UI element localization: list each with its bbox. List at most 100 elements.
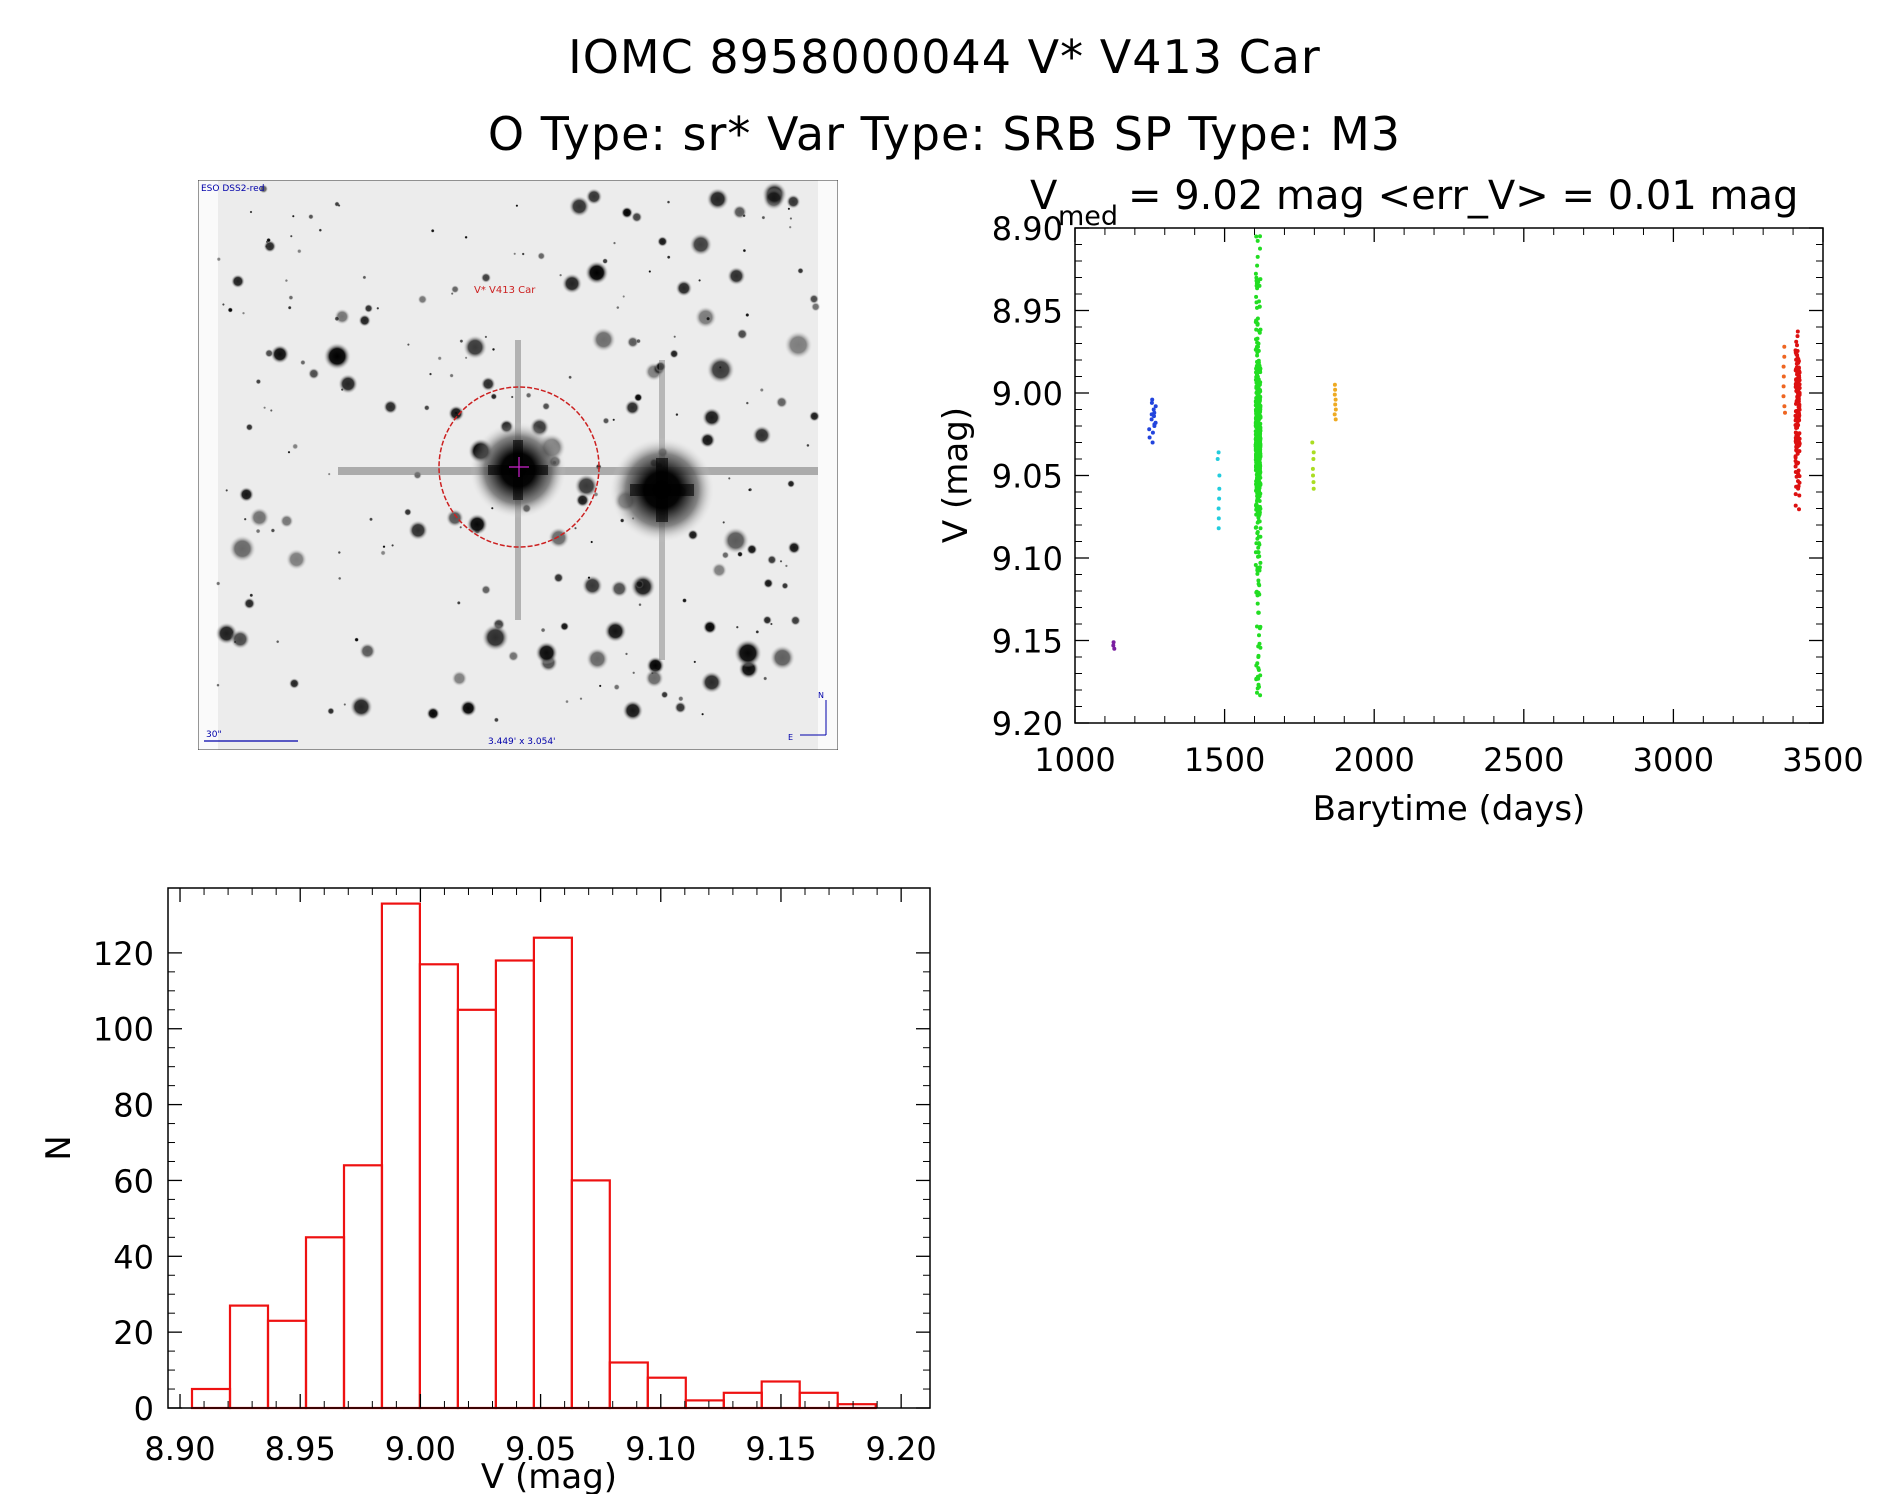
lc-point [1111,640,1116,645]
sky-star [228,534,257,563]
sky-star [655,360,667,373]
lc-point [1254,281,1259,286]
sky-star [515,204,519,208]
lc-point [1258,246,1262,251]
sky-star [437,356,442,361]
lc-point [1254,446,1259,450]
lc-title-v: V [1030,173,1058,219]
sky-star [450,292,454,296]
lc-point [1782,404,1787,409]
sky-star [445,508,465,528]
lc-point [1258,277,1263,282]
lc-point [1258,560,1263,565]
hist-x-tick-label: 9.20 [866,1430,937,1468]
sky-star [428,372,433,376]
lc-point [1215,457,1220,461]
lc-point [1782,354,1787,359]
sky-star [699,432,716,449]
sky-star [307,367,320,380]
lc-point [1255,571,1260,576]
sky-star [762,615,773,625]
sky-star [747,488,752,492]
sky-star [657,236,668,247]
sky-star [666,200,671,204]
sky-star [781,582,789,590]
histogram-bar [494,959,535,1410]
sky-star [238,486,255,503]
lc-point [1795,329,1800,334]
lc-point [1253,442,1258,447]
sky-star [364,303,374,313]
sky-star [624,399,641,416]
lc-point [1257,583,1262,588]
sky-star [581,574,604,597]
sky-star [484,335,488,339]
sky-star [559,621,570,632]
lc-point [1310,466,1315,471]
sky-star [706,187,730,211]
sky-star [784,564,789,568]
sky-star [227,307,234,313]
sky-star [677,695,684,702]
lc-point [1781,374,1786,379]
histogram-bar [190,1387,232,1410]
sky-star [255,528,261,534]
histogram-bar [722,1391,763,1410]
lc-point [1112,646,1117,651]
lc-x-tick-label: 2000 [1333,741,1414,779]
lc-point [1256,487,1261,492]
lc-point [1793,455,1798,460]
sky-star [735,625,739,629]
lc-x-tick-label: 2500 [1483,741,1564,779]
sky-star [230,629,251,650]
hist-x-tick-label: 9.05 [505,1430,576,1468]
sky-star [587,576,591,580]
lc-point [1256,541,1261,546]
sky-star [462,335,488,360]
lc-point [1255,392,1260,397]
sky-star [337,576,342,581]
sky-star [430,228,435,233]
lc-point [1253,563,1258,567]
sky-star [626,335,639,349]
lc-point [1256,653,1261,658]
lc-point [1216,506,1221,511]
sky-star [584,260,609,285]
sky-star [245,423,254,432]
lc-point [1256,545,1261,550]
sky-star [648,270,652,273]
sky-star [585,188,603,206]
sky-star [480,584,492,595]
sky-star [216,683,220,687]
lc-point [1217,496,1222,501]
histogram-bar [342,1164,384,1410]
sky-star [700,671,723,694]
compass-east-label: E [788,733,793,742]
lc-x-tick-label: 1500 [1184,741,1265,779]
sky-star [565,699,569,704]
sky-star [459,525,463,529]
sky-star [296,248,302,254]
sky-star [702,619,718,635]
hist-x-tick-label: 9.10 [625,1430,696,1468]
sky-star [266,237,272,243]
lc-point [1255,254,1260,259]
sky-star [451,670,468,687]
lc-point [1257,438,1262,443]
sky-star [745,401,749,405]
compass-north-label: N [818,691,824,700]
lc-point [1793,464,1798,469]
sky-star [585,647,609,671]
lc-point [1256,578,1261,583]
fov-label: 3.449' x 3.054' [488,737,556,747]
lc-point [1797,440,1802,445]
sky-star [327,707,335,715]
hist-y-tick-label: 60 [113,1162,154,1200]
sky-star [507,650,520,662]
sky-star [598,684,602,688]
sky-star [481,623,510,652]
sky-star [243,517,247,521]
sky-star [287,450,291,454]
sky-star [480,272,492,283]
lc-point [1795,434,1800,439]
